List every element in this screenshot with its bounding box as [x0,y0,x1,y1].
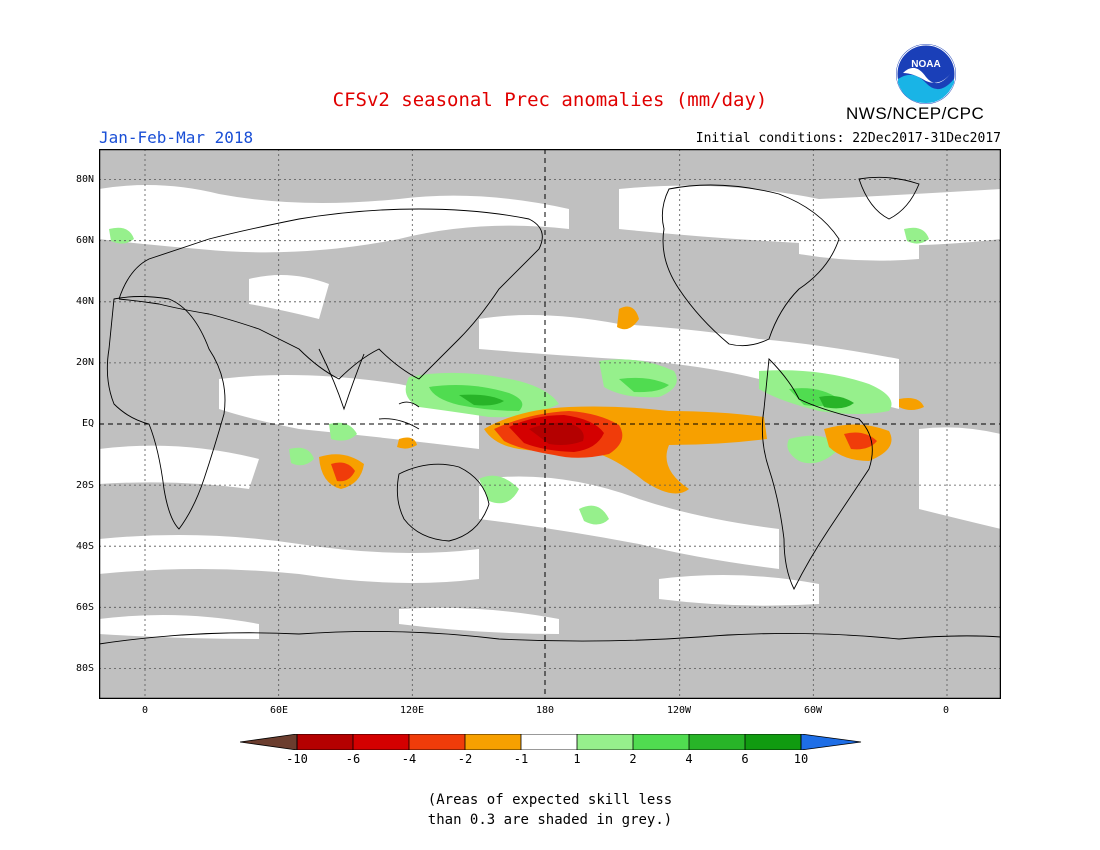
skill-note-line-1: (Areas of expected skill less [427,792,673,808]
lat-label-60n: 60N [75,235,94,246]
lon-label-0-east: 0 [942,705,950,716]
lon-label-180: 180 [535,705,555,716]
colorbar-segment [633,734,689,750]
logo-text: NOAA [911,59,940,70]
wet-anomaly-areas [109,227,929,525]
colorbar-segment [240,734,297,750]
skill-note-line-2: than 0.3 are shaded in grey.) [427,812,673,828]
lon-label-60e: 60E [269,705,289,716]
colorbar-label: 6 [741,752,749,766]
coastlines [99,176,1001,645]
colorbar-segment [297,734,353,750]
lat-label-20s: 20S [75,480,94,491]
lat-label-40n: 40N [75,296,94,307]
season-label: Jan-Feb-Mar 2018 [99,128,254,147]
colorbar-label: -1 [513,752,529,766]
lon-label-120e: 120E [399,705,425,716]
colorbar-segment [577,734,633,750]
precipitation-anomaly-map [99,149,1001,699]
colorbar-segment [465,734,521,750]
colorbar-label: -6 [345,752,361,766]
initial-conditions-label: Initial conditions: 22Dec2017-31Dec2017 [695,131,1001,146]
lat-label-80n: 80N [75,174,94,185]
colorbar [240,734,862,750]
colorbar-label: 1 [573,752,581,766]
lat-label-80s: 80S [75,663,94,674]
colorbar-segment [689,734,745,750]
colorbar-label: -4 [401,752,417,766]
colorbar-segment [745,734,801,750]
map-frame [99,149,1001,699]
lat-label-60s: 60S [75,602,94,613]
noaa-logo: NOAA [896,44,956,104]
colorbar-label: -2 [457,752,473,766]
lon-label-120w: 120W [666,705,692,716]
grid-lines [99,149,1001,699]
colorbar-segment [801,734,861,750]
colorbar-label: 4 [685,752,693,766]
colorbar-label: 10 [793,752,809,766]
lon-label-0: 0 [141,705,149,716]
colorbar-label: 2 [629,752,637,766]
lat-label-40s: 40S [75,541,94,552]
chart-title: CFSv2 seasonal Prec anomalies (mm/day) [332,89,768,111]
lat-label-eq: EQ [81,418,94,429]
lat-label-20n: 20N [75,357,94,368]
colorbar-segment [353,734,409,750]
colorbar-label: -10 [286,752,308,766]
colorbar-segment [521,734,577,750]
lon-label-60w: 60W [803,705,823,716]
colorbar-segment [409,734,465,750]
organization-label: NWS/NCEP/CPC [846,104,985,123]
